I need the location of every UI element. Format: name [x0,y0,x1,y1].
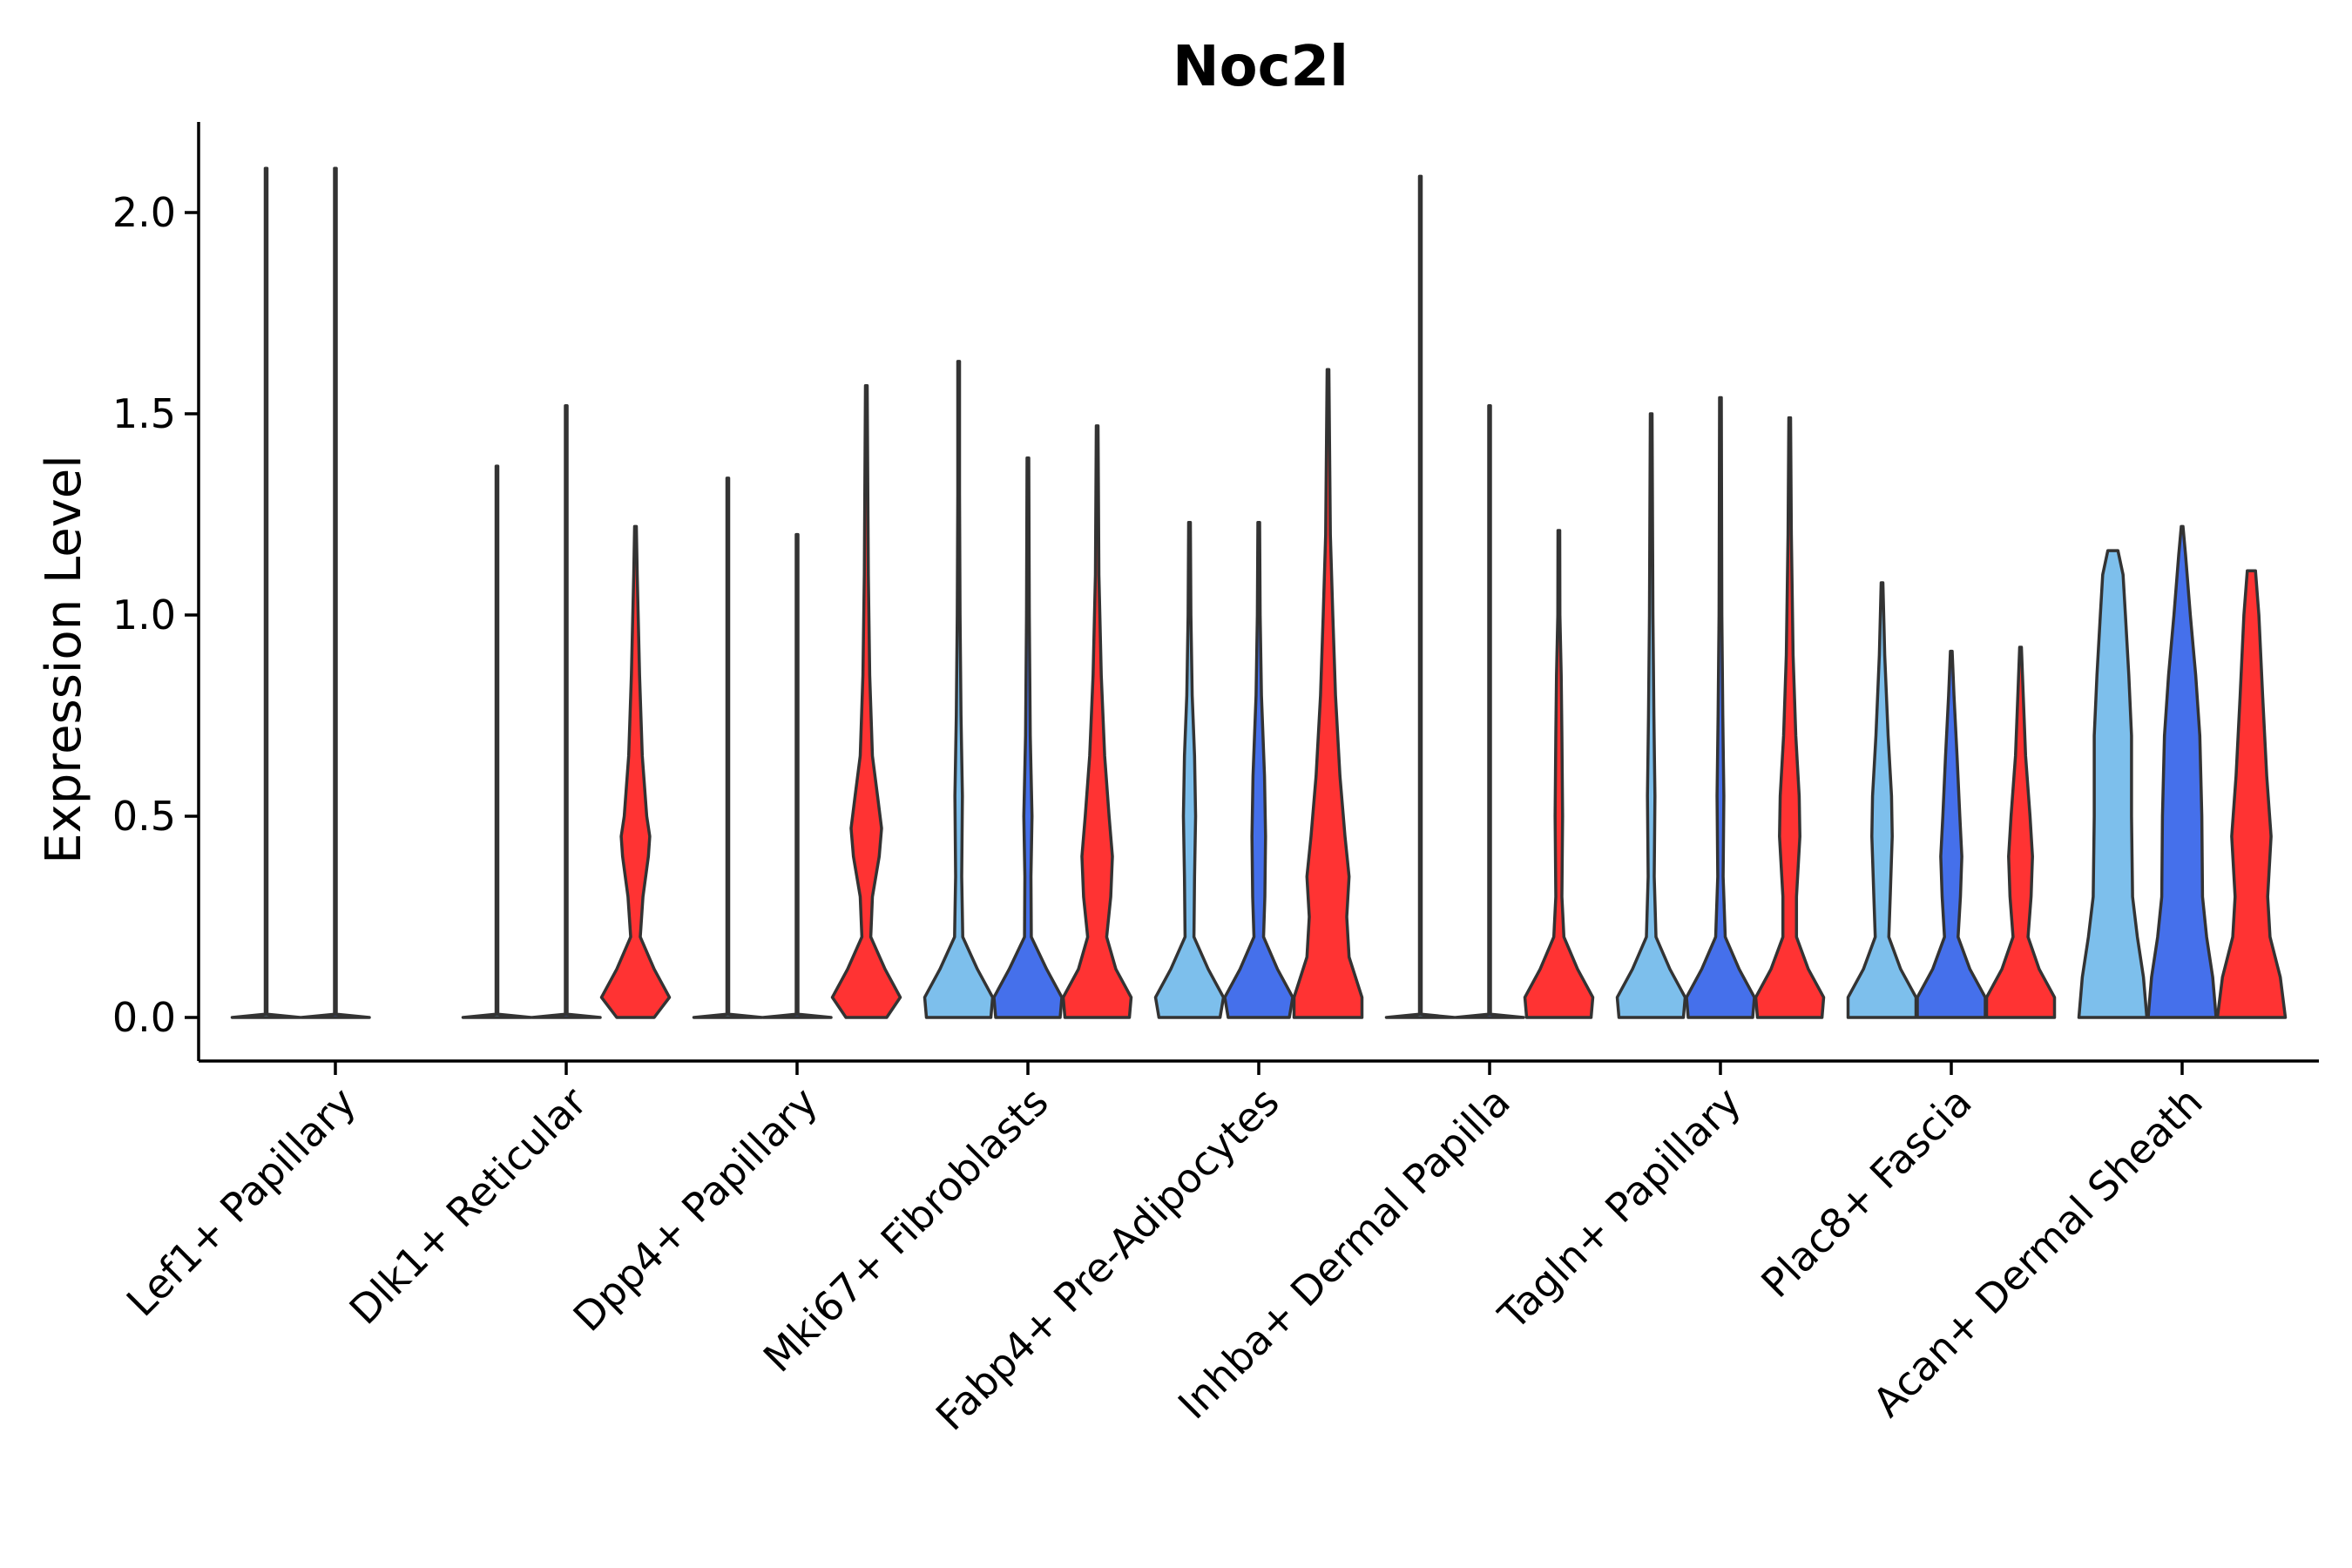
violin-shape [1615,412,1687,1019]
violin-shape [2077,549,2149,1019]
violin-shape [1292,368,1364,1019]
violin-shape [230,166,302,1019]
x-tick-label: Tagln+ Papillary [1489,1078,1750,1340]
violin-shape [761,532,833,1019]
violin-shape [1846,581,1918,1019]
y-tick-label: 1.5 [112,390,176,437]
violin-shape [1984,645,2057,1019]
violin-shape [531,404,602,1019]
violin-shape [923,360,995,1019]
x-tick-label: Dpp4+ Papillary [564,1078,827,1341]
violin-shape [1153,520,1226,1019]
violin-shape [2215,569,2288,1019]
violin-shape [1523,529,1595,1019]
y-tick-label: 0.0 [112,994,176,1041]
violin-shape [830,383,902,1019]
violin-shape [599,524,672,1019]
violin-shape [1061,424,1133,1019]
violin-shape [300,166,371,1019]
x-tick-label: Dlk1+ Reticular [341,1078,596,1334]
violins-layer [230,166,2288,1019]
chart-title: Noc2l [1173,35,1348,99]
violin-shape [1384,174,1456,1019]
x-tick-label: Plac8+ Fascia [1752,1078,1980,1307]
violin-shape [1223,520,1294,1019]
violin-shape [2146,524,2218,1019]
violin-shape [461,464,533,1019]
violin-shape [992,456,1064,1019]
violin-shape [692,476,764,1019]
violin-shape [1685,395,1756,1019]
violin-shape [1754,416,1826,1019]
x-tick-label: Lef1+ Papillary [118,1078,365,1326]
y-tick-label: 0.5 [112,793,176,840]
y-tick-label: 1.0 [112,591,176,639]
y-tick-label: 2.0 [112,189,176,236]
violin-shape [1916,649,1987,1019]
y-ticks: 0.0 0.5 1.0 1.5 2.0 [112,189,199,1041]
y-axis-label: Expression Level [36,455,92,864]
violin-shape [1454,404,1525,1019]
